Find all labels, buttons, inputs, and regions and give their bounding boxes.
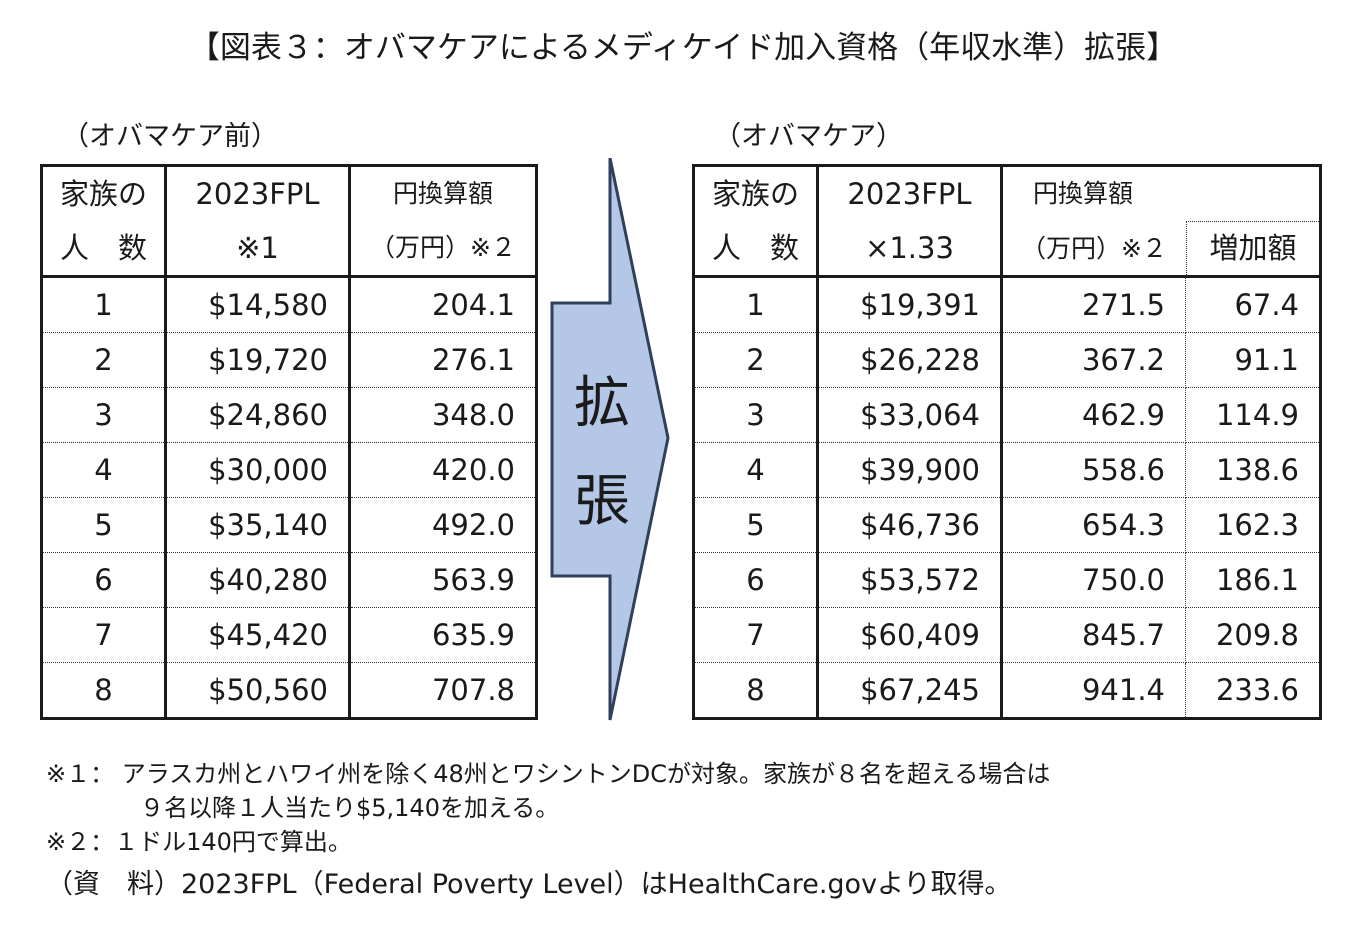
yen-cell: 750.0 xyxy=(1000,552,1186,608)
family-size-cell: 4 xyxy=(40,442,167,498)
header-yen: 円換算額 （万円）※２ 増加額 xyxy=(999,165,1323,277)
header-yen: 円換算額 （万円）※２ xyxy=(348,165,538,277)
yen-cell: 558.6 xyxy=(1000,442,1186,498)
table-row: 5 $46,736 654.3 162.3 xyxy=(692,497,1323,553)
table-row: 4 $39,900 558.6 138.6 xyxy=(692,442,1323,498)
increase-cell: 186.1 xyxy=(1184,552,1323,608)
table-row: 3 $33,064 462.9 114.9 xyxy=(692,387,1323,443)
yen-cell: 420.0 xyxy=(348,442,538,498)
yen-cell: 492.0 xyxy=(348,497,538,553)
table-header-row: 家族の 人 数 2023FPL ×1.33 円換算額 （万円）※２ 増加額 xyxy=(692,165,1323,277)
family-size-cell: 8 xyxy=(692,662,819,719)
yen-cell: 941.4 xyxy=(1000,662,1186,719)
family-size-cell: 6 xyxy=(692,552,819,608)
increase-cell: 91.1 xyxy=(1184,332,1323,388)
table-row: 3 $24,860 348.0 xyxy=(40,387,538,443)
fpl-cell: $24,860 xyxy=(164,387,351,443)
yen-cell: 654.3 xyxy=(1000,497,1186,553)
fpl-cell: $67,245 xyxy=(816,662,1003,719)
yen-cell: 563.9 xyxy=(348,552,538,608)
header-fpl: 2023FPL ×1.33 xyxy=(816,165,1003,277)
note-1-line-1: ※１： アラスカ州とハワイ州を除く48州とワシントンDCが対象。家族が８名を超え… xyxy=(46,760,1051,788)
left-table-subtitle: （オバマケア前） xyxy=(62,121,278,152)
family-size-cell: 5 xyxy=(40,497,167,553)
yen-cell: 204.1 xyxy=(348,275,538,333)
table-row: 6 $40,280 563.9 xyxy=(40,552,538,608)
obamacare-table: 家族の 人 数 2023FPL ×1.33 円換算額 （万円）※２ 増加額 1 $… xyxy=(692,164,1323,720)
fpl-cell: $39,900 xyxy=(816,442,1003,498)
table-row: 1 $14,580 204.1 xyxy=(40,275,538,333)
increase-cell: 233.6 xyxy=(1184,662,1323,719)
family-size-cell: 7 xyxy=(40,607,167,663)
family-size-cell: 7 xyxy=(692,607,819,663)
fpl-cell: $46,736 xyxy=(816,497,1003,553)
header-fpl: 2023FPL ※1 xyxy=(164,165,351,277)
increase-cell: 114.9 xyxy=(1184,387,1323,443)
fpl-cell: $53,572 xyxy=(816,552,1003,608)
expansion-arrow xyxy=(550,158,670,721)
table-row: 4 $30,000 420.0 xyxy=(40,442,538,498)
fpl-cell: $45,420 xyxy=(164,607,351,663)
table-row: 1 $19,391 271.5 67.4 xyxy=(692,275,1323,333)
fpl-cell: $33,064 xyxy=(816,387,1003,443)
fpl-cell: $26,228 xyxy=(816,332,1003,388)
family-size-cell: 1 xyxy=(40,275,167,333)
figure-title: 【図表３：オバマケアによるメディケイド加入資格（年収水準）拡張】 xyxy=(188,30,1178,66)
fpl-cell: $19,720 xyxy=(164,332,351,388)
table-row: 5 $35,140 492.0 xyxy=(40,497,538,553)
header-increase: 増加額 xyxy=(1186,221,1320,277)
family-size-cell: 8 xyxy=(40,662,167,719)
fpl-cell: $40,280 xyxy=(164,552,351,608)
right-table-subtitle: （オバマケア） xyxy=(714,121,903,152)
yen-cell: 276.1 xyxy=(348,332,538,388)
table-row: 8 $67,245 941.4 233.6 xyxy=(692,662,1323,719)
family-size-cell: 2 xyxy=(40,332,167,388)
family-size-cell: 6 xyxy=(40,552,167,608)
fpl-cell: $35,140 xyxy=(164,497,351,553)
family-size-cell: 4 xyxy=(692,442,819,498)
increase-cell: 138.6 xyxy=(1184,442,1323,498)
header-family-size: 家族の 人 数 xyxy=(40,165,167,277)
table-header-row: 家族の 人 数 2023FPL ※1 円換算額 （万円）※２ xyxy=(40,165,538,277)
fpl-cell: $50,560 xyxy=(164,662,351,719)
family-size-cell: 3 xyxy=(692,387,819,443)
header-family-size: 家族の 人 数 xyxy=(692,165,819,277)
table-row: 6 $53,572 750.0 186.1 xyxy=(692,552,1323,608)
table-row: 2 $26,228 367.2 91.1 xyxy=(692,332,1323,388)
source-note: （資 料）2023FPL（Federal Poverty Level）はHeal… xyxy=(46,869,1012,900)
family-size-cell: 5 xyxy=(692,497,819,553)
table-row: 7 $45,420 635.9 xyxy=(40,607,538,663)
pre-obamacare-table: 家族の 人 数 2023FPL ※1 円換算額 （万円）※２ 1 $14,580 2… xyxy=(40,164,538,720)
note-2: ※２：１ドル140円で算出。 xyxy=(46,828,352,856)
family-size-cell: 3 xyxy=(40,387,167,443)
yen-cell: 348.0 xyxy=(348,387,538,443)
yen-cell: 462.9 xyxy=(1000,387,1186,443)
fpl-cell: $19,391 xyxy=(816,275,1003,333)
yen-cell: 707.8 xyxy=(348,662,538,719)
increase-cell: 209.8 xyxy=(1184,607,1323,663)
increase-cell: 67.4 xyxy=(1184,275,1323,333)
table-row: 7 $60,409 845.7 209.8 xyxy=(692,607,1323,663)
yen-cell: 271.5 xyxy=(1000,275,1186,333)
yen-cell: 367.2 xyxy=(1000,332,1186,388)
note-1-line-2: ９名以降１人当たり$5,140を加える。 xyxy=(140,794,560,822)
fpl-cell: $30,000 xyxy=(164,442,351,498)
family-size-cell: 1 xyxy=(692,275,819,333)
family-size-cell: 2 xyxy=(692,332,819,388)
yen-cell: 845.7 xyxy=(1000,607,1186,663)
arrow-label-char-2: 張 xyxy=(574,469,630,534)
arrow-label-char-1: 拡 xyxy=(574,371,630,436)
fpl-cell: $14,580 xyxy=(164,275,351,333)
table-row: 8 $50,560 707.8 xyxy=(40,662,538,719)
increase-cell: 162.3 xyxy=(1184,497,1323,553)
yen-cell: 635.9 xyxy=(348,607,538,663)
fpl-cell: $60,409 xyxy=(816,607,1003,663)
table-row: 2 $19,720 276.1 xyxy=(40,332,538,388)
